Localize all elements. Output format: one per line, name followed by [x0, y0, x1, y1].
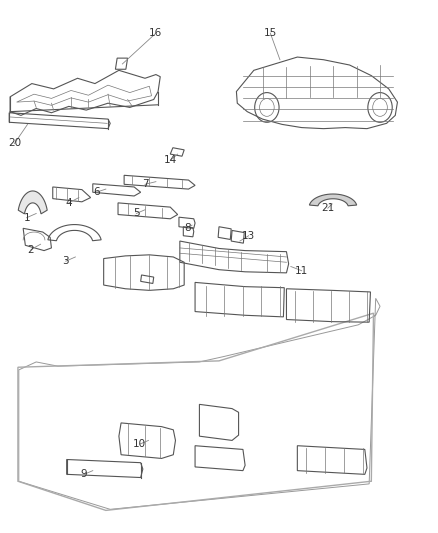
Text: 16: 16 — [149, 28, 162, 38]
Text: 3: 3 — [63, 256, 69, 266]
Text: 9: 9 — [81, 470, 88, 479]
Text: 6: 6 — [93, 187, 99, 197]
Text: 1: 1 — [23, 213, 30, 223]
Text: 8: 8 — [184, 223, 191, 233]
Polygon shape — [18, 191, 47, 214]
Text: 5: 5 — [133, 208, 140, 219]
Text: 2: 2 — [28, 245, 34, 255]
Text: 15: 15 — [264, 28, 277, 38]
Text: 20: 20 — [8, 139, 21, 149]
Text: 7: 7 — [142, 179, 148, 189]
Text: 11: 11 — [295, 266, 308, 276]
Text: 14: 14 — [164, 156, 177, 165]
Text: 4: 4 — [66, 198, 72, 208]
Text: 21: 21 — [321, 203, 335, 213]
Polygon shape — [309, 194, 357, 206]
Text: 13: 13 — [242, 231, 255, 241]
Text: 10: 10 — [133, 439, 146, 449]
